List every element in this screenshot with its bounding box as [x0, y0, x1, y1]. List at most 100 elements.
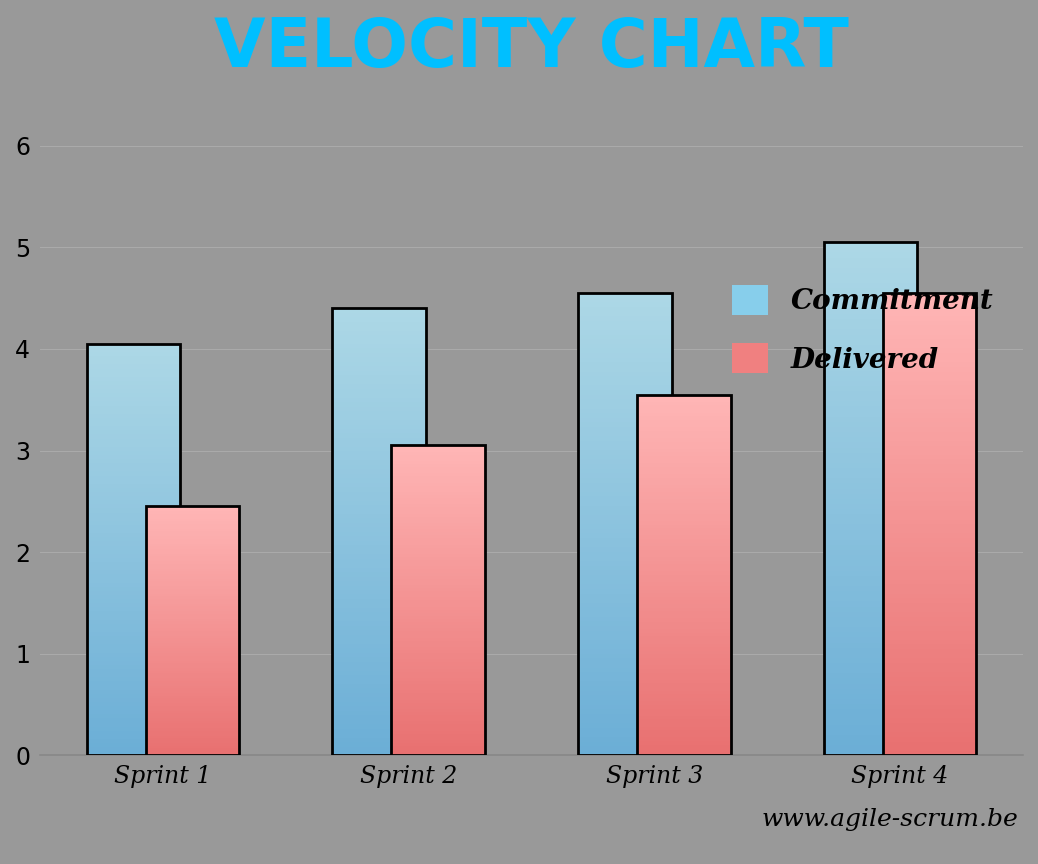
Bar — [145, 713, 239, 715]
Bar — [145, 604, 239, 606]
Bar — [332, 697, 426, 702]
Bar — [578, 686, 672, 690]
Bar — [86, 360, 180, 365]
Bar — [883, 714, 977, 719]
Bar — [86, 665, 180, 669]
Bar — [824, 550, 918, 556]
Bar — [637, 442, 731, 445]
Bar — [637, 420, 731, 423]
Bar — [86, 442, 180, 447]
Bar — [883, 321, 977, 326]
Bar — [824, 304, 918, 309]
Bar — [391, 696, 485, 700]
Bar — [824, 571, 918, 575]
Bar — [883, 391, 977, 395]
Bar — [824, 329, 918, 334]
Bar — [391, 727, 485, 731]
Bar — [86, 582, 180, 587]
Bar — [332, 500, 426, 505]
Bar — [637, 510, 731, 514]
Bar — [86, 397, 180, 402]
Bar — [86, 575, 180, 579]
Bar — [391, 470, 485, 473]
Bar — [145, 619, 239, 621]
Bar — [578, 594, 672, 598]
Bar — [145, 701, 239, 703]
Bar — [391, 734, 485, 737]
Bar — [578, 422, 672, 427]
Bar — [637, 647, 731, 651]
Bar — [391, 458, 485, 461]
Bar — [391, 548, 485, 551]
Bar — [86, 685, 180, 689]
Bar — [824, 334, 918, 340]
Bar — [578, 395, 672, 399]
Bar — [578, 441, 672, 446]
Bar — [86, 500, 180, 505]
Bar — [637, 398, 731, 402]
Bar — [86, 344, 180, 348]
Bar — [883, 464, 977, 469]
Bar — [86, 645, 180, 649]
Bar — [391, 517, 485, 520]
Bar — [578, 668, 672, 672]
Bar — [145, 574, 239, 576]
Bar — [145, 613, 239, 616]
Bar — [332, 590, 426, 594]
Bar — [637, 741, 731, 745]
Bar — [391, 544, 485, 548]
Bar — [578, 376, 672, 381]
Bar — [391, 641, 485, 644]
Bar — [883, 635, 977, 640]
Bar — [86, 682, 180, 685]
Bar — [332, 335, 426, 340]
Bar — [86, 698, 180, 702]
Bar — [332, 321, 426, 326]
Bar — [86, 661, 180, 665]
Bar — [883, 395, 977, 399]
Bar — [637, 531, 731, 536]
Bar — [883, 552, 977, 556]
Bar — [578, 316, 672, 321]
Bar — [824, 561, 918, 566]
Bar — [578, 631, 672, 635]
Bar — [86, 480, 180, 484]
Bar — [883, 607, 977, 612]
Bar — [86, 405, 180, 410]
Bar — [86, 554, 180, 558]
Bar — [391, 489, 485, 492]
Bar — [578, 714, 672, 719]
Bar — [145, 531, 239, 534]
Bar — [637, 550, 731, 554]
Bar — [637, 712, 731, 715]
Bar — [391, 501, 485, 505]
Bar — [332, 362, 426, 366]
Bar — [391, 628, 485, 632]
Bar — [637, 518, 731, 521]
Bar — [332, 308, 426, 755]
Bar — [332, 644, 426, 648]
Bar — [637, 748, 731, 752]
Bar — [824, 556, 918, 561]
Bar — [391, 526, 485, 529]
Bar — [578, 478, 672, 483]
Bar — [578, 612, 672, 617]
Bar — [332, 411, 426, 416]
Bar — [883, 413, 977, 418]
Bar — [391, 476, 485, 480]
Bar — [332, 550, 426, 554]
Bar — [824, 566, 918, 571]
Bar — [145, 670, 239, 673]
Bar — [332, 510, 426, 514]
Bar — [578, 654, 672, 658]
Bar — [824, 699, 918, 704]
Bar — [578, 529, 672, 533]
Bar — [391, 538, 485, 542]
Bar — [391, 560, 485, 563]
Bar — [578, 334, 672, 340]
Bar — [637, 579, 731, 582]
Bar — [883, 326, 977, 330]
Bar — [578, 733, 672, 737]
Bar — [145, 569, 239, 571]
Bar — [637, 665, 731, 669]
